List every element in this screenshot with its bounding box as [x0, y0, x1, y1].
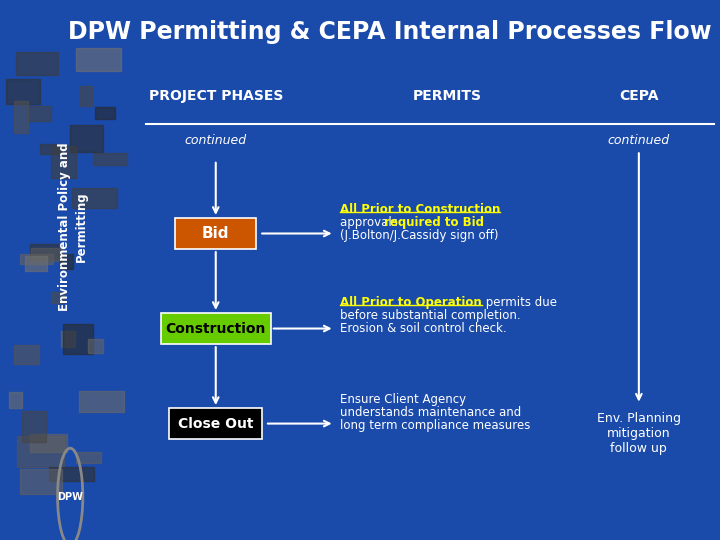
Text: understands maintenance and: understands maintenance and	[341, 406, 521, 419]
Text: PERMITS: PERMITS	[413, 89, 482, 103]
Text: DPW Permitting & CEPA Internal Processes Flow Chart: DPW Permitting & CEPA Internal Processes…	[68, 21, 720, 44]
Bar	[27, 106, 51, 121]
Bar	[17, 436, 64, 467]
Text: long term compliance measures: long term compliance measures	[341, 419, 531, 432]
Bar	[6, 79, 40, 104]
Bar	[22, 411, 46, 442]
Bar	[95, 107, 114, 119]
Bar	[16, 52, 58, 75]
Text: Erosion & soil control check.: Erosion & soil control check.	[341, 321, 507, 335]
Text: continued: continued	[608, 134, 670, 147]
Bar	[76, 453, 101, 463]
FancyBboxPatch shape	[161, 313, 271, 344]
Bar	[76, 48, 122, 71]
Bar	[14, 101, 28, 133]
Text: All Prior to Construction: All Prior to Construction	[341, 203, 500, 216]
Bar	[72, 188, 117, 207]
Bar	[81, 86, 92, 106]
Text: Env. Planning
mitigation
follow up: Env. Planning mitigation follow up	[597, 411, 681, 455]
Bar	[63, 324, 93, 354]
Bar	[9, 392, 22, 408]
Text: required to Bid: required to Bid	[384, 216, 484, 229]
Bar	[30, 244, 58, 259]
Bar	[70, 125, 103, 152]
Bar	[60, 254, 73, 269]
FancyBboxPatch shape	[169, 408, 262, 439]
Bar	[14, 345, 39, 364]
Bar	[31, 248, 63, 261]
Text: approvals: approvals	[341, 216, 402, 229]
Bar	[19, 469, 62, 494]
Text: Ensure Client Agency: Ensure Client Agency	[341, 393, 467, 406]
Text: before substantial completion.: before substantial completion.	[341, 309, 521, 322]
Bar	[88, 339, 104, 353]
Text: continued: continued	[185, 134, 247, 147]
Text: CEPA: CEPA	[619, 89, 659, 103]
Bar	[30, 434, 67, 453]
Text: Bid: Bid	[202, 226, 230, 241]
Text: Close Out: Close Out	[178, 416, 253, 430]
Text: PROJECT PHASES: PROJECT PHASES	[148, 89, 283, 103]
Bar	[49, 467, 94, 481]
Bar	[61, 331, 75, 347]
FancyBboxPatch shape	[175, 218, 256, 249]
Bar	[79, 391, 124, 412]
Bar	[94, 153, 127, 165]
Bar	[19, 254, 53, 264]
Bar	[51, 146, 76, 178]
Text: (J.Bolton/J.Cassidy sign off): (J.Bolton/J.Cassidy sign off)	[341, 229, 499, 242]
Text: All Prior to Operation: All Prior to Operation	[341, 296, 482, 309]
Text: Construction: Construction	[166, 321, 266, 335]
Text: DPW: DPW	[58, 492, 83, 502]
Text: Environmental Policy and
Permitting: Environmental Policy and Permitting	[58, 143, 88, 311]
Bar	[24, 256, 48, 271]
Bar	[40, 144, 60, 154]
Text: permits due: permits due	[482, 296, 557, 309]
Bar	[51, 292, 63, 303]
